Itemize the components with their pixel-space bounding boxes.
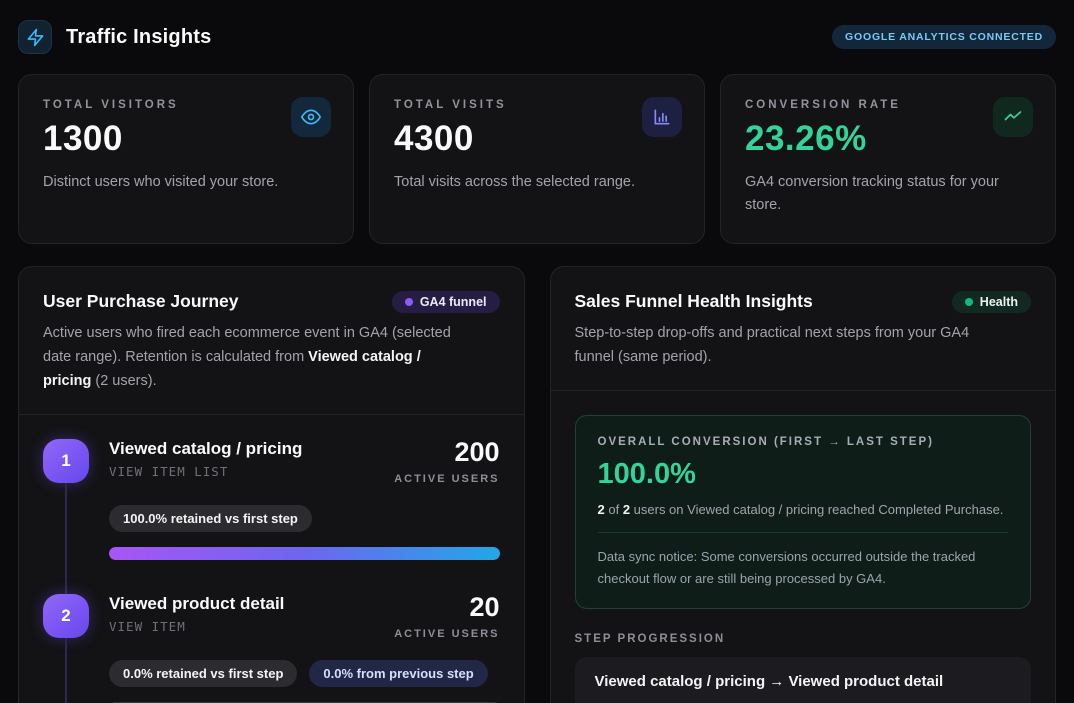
retained-chip: 100.0% retained vs first step <box>109 504 312 532</box>
description-text: Active users who fired each ecommerce ev… <box>43 325 451 365</box>
ga-connected-badge: GOOGLE ANALYTICS CONNECTED <box>832 25 1056 49</box>
description-bold-event: Viewed catalog / pricing <box>43 348 421 389</box>
step-active-users-label: ACTIVE USERS <box>394 472 500 485</box>
health-panel-title: Sales Funnel Health Insights <box>574 291 813 311</box>
step-progression-item: Viewed catalog / pricing → Viewed produc… <box>574 657 1031 703</box>
funnel-step-2: 2 Viewed product detail VIEW ITEM 20 ACT… <box>43 591 500 703</box>
step-active-users-label: ACTIVE USERS <box>394 627 500 640</box>
journey-panel-title: User Purchase Journey <box>43 291 239 311</box>
badge-label: GA4 funnel <box>419 295 487 309</box>
step-progress-fill <box>109 546 500 560</box>
overall-conversion-summary: 2 of 2 users on Viewed catalog / pricing… <box>598 502 1009 517</box>
step-connector-line <box>65 482 67 594</box>
stat-card-total-visits: TOTAL VISITS 4300 Total visits across th… <box>369 74 705 244</box>
funnel-step-1: 1 Viewed catalog / pricing VIEW ITEM LIS… <box>43 436 500 594</box>
stat-value: 23.26% <box>745 119 867 158</box>
stat-description: Total visits across the selected range. <box>394 174 635 190</box>
step-indicator: 2 <box>43 593 89 703</box>
bar-chart-icon <box>642 97 682 137</box>
step-content: Viewed product detail VIEW ITEM 20 ACTIV… <box>109 591 500 703</box>
step-progression-label: STEP PROGRESSION <box>574 633 726 646</box>
stat-card-total-visitors: TOTAL VISITORS 1300 Distinct users who v… <box>18 74 354 244</box>
journey-panel-body: 1 Viewed catalog / pricing VIEW ITEM LIS… <box>19 415 524 703</box>
step-progress-track <box>109 546 500 560</box>
ga4-funnel-badge: GA4 funnel <box>391 291 500 313</box>
page-title: Traffic Insights <box>66 25 212 48</box>
step-event-name: VIEW ITEM <box>109 618 186 634</box>
summary-count: 2 <box>597 501 605 517</box>
step-active-users-value: 20 <box>469 591 500 622</box>
stat-label: TOTAL VISITS <box>394 99 507 111</box>
green-dot-icon <box>964 298 973 306</box>
page-header: Traffic Insights GOOGLE ANALYTICS CONNEC… <box>18 16 1056 58</box>
retained-chip: 0.0% retained vs first step <box>109 659 298 687</box>
stat-value: 1300 <box>43 119 123 158</box>
overall-conversion-box: OVERALL CONVERSION (FIRST → LAST STEP) 1… <box>574 414 1031 610</box>
stat-card-conversion-rate: CONVERSION RATE 23.26% GA4 conversion tr… <box>720 74 1056 244</box>
data-sync-notice: Data sync notice: Some conversions occur… <box>597 548 976 586</box>
lightning-icon <box>18 20 52 54</box>
journey-panel-header: User Purchase Journey GA4 funnel Active … <box>19 267 524 415</box>
step-number-badge: 2 <box>43 593 89 638</box>
badge-label: Health <box>979 295 1018 309</box>
step-connector-line <box>65 637 67 703</box>
panels-row: User Purchase Journey GA4 funnel Active … <box>18 266 1056 703</box>
divider <box>597 531 1008 533</box>
summary-text: of <box>604 501 623 517</box>
user-purchase-journey-panel: User Purchase Journey GA4 funnel Active … <box>18 266 525 703</box>
description-text: (2 users). <box>91 372 157 389</box>
summary-text: users on Viewed catalog / pricing reache… <box>630 501 1004 517</box>
overall-conversion-value: 100.0% <box>597 457 696 490</box>
from-previous-chip: 0.0% from previous step <box>309 659 488 687</box>
trending-up-icon <box>993 97 1033 137</box>
progression-transition: Viewed catalog / pricing → Viewed produc… <box>594 673 944 691</box>
health-panel-header: Sales Funnel Health Insights Health Step… <box>550 267 1055 391</box>
summary-count: 2 <box>622 501 631 517</box>
overall-conversion-label: OVERALL CONVERSION (FIRST → LAST STEP) <box>597 435 934 448</box>
step-number-badge: 1 <box>43 438 89 483</box>
stat-description: GA4 conversion tracking status for your … <box>745 174 999 214</box>
sales-funnel-health-panel: Sales Funnel Health Insights Health Step… <box>549 266 1056 703</box>
step-title: Viewed product detail <box>109 593 285 613</box>
health-panel-body: OVERALL CONVERSION (FIRST → LAST STEP) 1… <box>551 391 1056 703</box>
step-title: Viewed catalog / pricing <box>109 438 303 458</box>
purple-dot-icon <box>404 298 413 306</box>
step-indicator: 1 <box>43 438 89 594</box>
health-panel-description: Step-to-step drop-offs and practical nex… <box>574 325 970 365</box>
stat-label: TOTAL VISITORS <box>43 99 179 111</box>
step-active-users-value: 200 <box>454 436 500 467</box>
health-badge: Health <box>951 291 1031 313</box>
stat-value: 4300 <box>394 119 474 158</box>
step-event-name: VIEW ITEM LIST <box>109 463 229 479</box>
stats-row: TOTAL VISITORS 1300 Distinct users who v… <box>18 74 1056 244</box>
stat-description: Distinct users who visited your store. <box>43 174 279 190</box>
stat-label: CONVERSION RATE <box>745 99 901 111</box>
step-progress-track <box>109 701 500 703</box>
step-content: Viewed catalog / pricing VIEW ITEM LIST … <box>109 436 500 594</box>
eye-icon <box>291 97 331 137</box>
journey-panel-description: Active users who fired each ecommerce ev… <box>43 322 463 394</box>
